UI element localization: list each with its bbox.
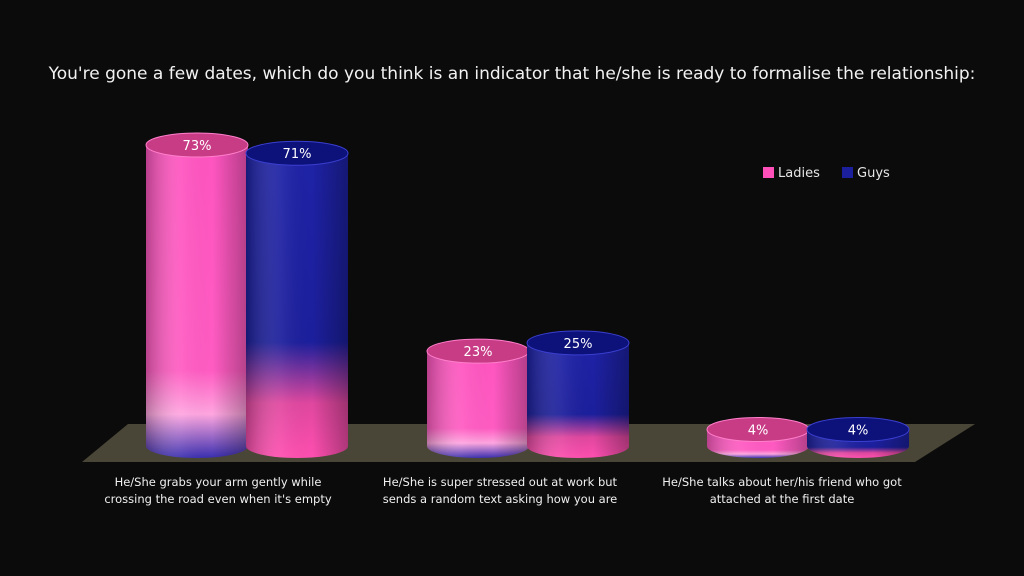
bars-layer [145,132,910,458]
legend-label-guys: Guys [857,166,890,181]
category-label-line: attached at the first date [710,492,855,506]
ladies-bar-2 [426,338,530,458]
guys-bar-3-value-label: 4% [848,424,869,439]
category-label-line: He/She is super stressed out at work but [383,475,618,489]
ladies-bar-1-top [145,132,249,158]
ladies-bar-3-value-label: 4% [748,424,769,439]
category-label-line: crossing the road even when it's empty [104,492,332,506]
category-label-line: sends a random text asking how you are [383,492,618,506]
ladies-bar-1 [145,132,249,458]
chart-title: You're gone a few dates, which do you th… [48,64,976,84]
legend-swatch-guys [842,167,853,178]
guys-bar-3 [806,417,910,458]
ladies-bar-1-shading [146,145,248,458]
guys-bar-1 [245,140,349,458]
chart-legend: Ladies Guys [763,166,890,181]
value-labels-layer: 73% 71% 23% 25% 4% 4% [183,139,869,439]
guys-bar-1-top [245,140,349,166]
ladies-bar-1-value-label: 73% [183,139,212,154]
ladies-bar-3 [706,417,810,458]
guys-bar-3-top [806,417,910,443]
ladies-bar-2-shading [427,351,529,458]
ladies-bar-2-value-label: 23% [464,345,493,360]
category-labels: He/She grabs your arm gently while cross… [104,475,902,506]
guys-bar-2 [526,330,630,458]
guys-bar-2-top [526,330,630,356]
guys-bar-1-value-label: 71% [283,147,312,162]
guys-bar-1-shading [246,153,348,458]
guys-bar-2-value-label: 25% [564,337,593,352]
guys-bar-2-shading [527,342,629,458]
legend-swatch-ladies [763,167,774,178]
legend-label-ladies: Ladies [778,166,820,181]
category-label-line: He/She talks about her/his friend who go… [662,475,902,489]
category-label-line: He/She grabs your arm gently while [115,475,322,489]
